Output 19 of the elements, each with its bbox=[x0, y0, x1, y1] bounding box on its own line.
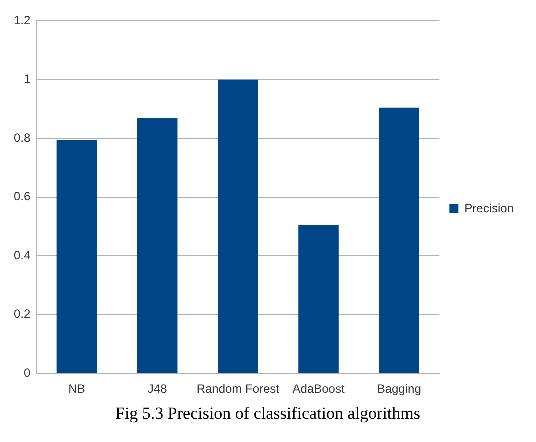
legend-label: Precision bbox=[464, 201, 514, 216]
bar bbox=[56, 140, 98, 374]
y-tick-label: 0.4 bbox=[14, 248, 31, 262]
y-tick-label: 1 bbox=[24, 72, 31, 86]
x-tick-label: Bagging bbox=[377, 382, 422, 396]
x-tick-label: Random Forest bbox=[196, 382, 280, 396]
caption: Fig 5.3 Precision of classification algorithms bbox=[114, 404, 422, 424]
x-tick-label: NB bbox=[68, 382, 86, 396]
y-tick-label: 1.2 bbox=[14, 14, 31, 28]
bar bbox=[137, 118, 178, 374]
y-tick-label: 0.2 bbox=[14, 307, 31, 322]
bar bbox=[298, 225, 339, 374]
y-tick-label: 0.8 bbox=[14, 130, 31, 145]
x-tick-label: AdaBoost bbox=[292, 382, 346, 396]
bar bbox=[379, 108, 420, 374]
x-tick-label: J48 bbox=[148, 382, 168, 396]
bar bbox=[218, 80, 258, 374]
y-tick-label: 0.6 bbox=[14, 190, 31, 204]
y-tick-label: 0 bbox=[24, 366, 31, 380]
